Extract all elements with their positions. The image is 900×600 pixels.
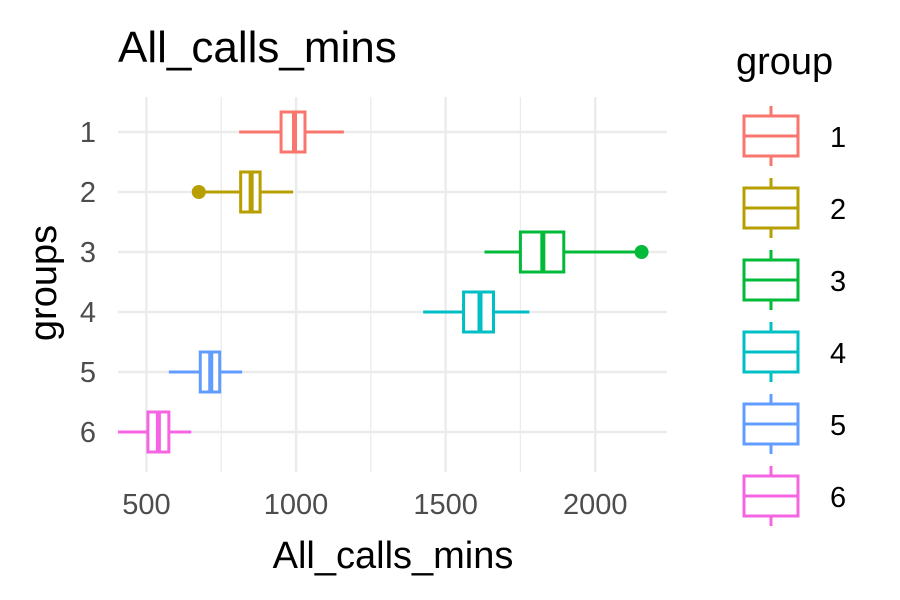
x-axis-ticks: 500 1000 1500 2000 — [122, 489, 627, 521]
y-axis-title: groups — [23, 225, 65, 341]
x-tick-label: 2000 — [563, 489, 628, 521]
legend-item-6: 6 — [742, 466, 846, 526]
y-axis-ticks: 1 2 3 4 5 6 — [80, 117, 96, 449]
chart-title: All_calls_mins — [118, 23, 397, 72]
box-group-5 — [168, 350, 243, 394]
y-tick-label: 6 — [80, 417, 96, 449]
legend-label: 4 — [830, 338, 846, 370]
legend-title: group — [736, 41, 833, 83]
box-group-6 — [118, 410, 192, 454]
legend-item-4: 4 — [742, 322, 846, 382]
x-tick-label: 1500 — [413, 489, 478, 521]
x-tick-label: 1000 — [264, 489, 329, 521]
outlier-point — [634, 245, 649, 259]
y-tick-label: 3 — [80, 237, 96, 269]
y-tick-label: 5 — [80, 357, 96, 389]
y-tick-label: 2 — [80, 177, 96, 209]
legend-item-2: 2 — [742, 178, 846, 238]
box-group-2 — [191, 170, 294, 214]
box-group-4 — [423, 290, 530, 334]
y-tick-label: 1 — [80, 117, 96, 149]
legend-item-5: 5 — [742, 394, 846, 454]
grid — [118, 97, 667, 472]
outlier-point — [191, 185, 206, 199]
boxes — [118, 110, 649, 454]
box-group-1 — [239, 110, 344, 154]
y-tick-label: 4 — [80, 297, 96, 329]
legend-label: 6 — [830, 482, 846, 514]
x-tick-label: 500 — [122, 489, 170, 521]
legend-label: 1 — [830, 122, 846, 154]
x-axis-title: All_calls_mins — [273, 535, 514, 577]
legend: group 1 2 3 4 5 6 — [736, 41, 846, 526]
legend-label: 5 — [830, 410, 846, 442]
legend-item-3: 3 — [742, 250, 846, 310]
box-group-3 — [484, 230, 649, 274]
legend-item-1: 1 — [742, 106, 846, 166]
legend-label: 3 — [830, 266, 846, 298]
legend-label: 2 — [830, 194, 846, 226]
